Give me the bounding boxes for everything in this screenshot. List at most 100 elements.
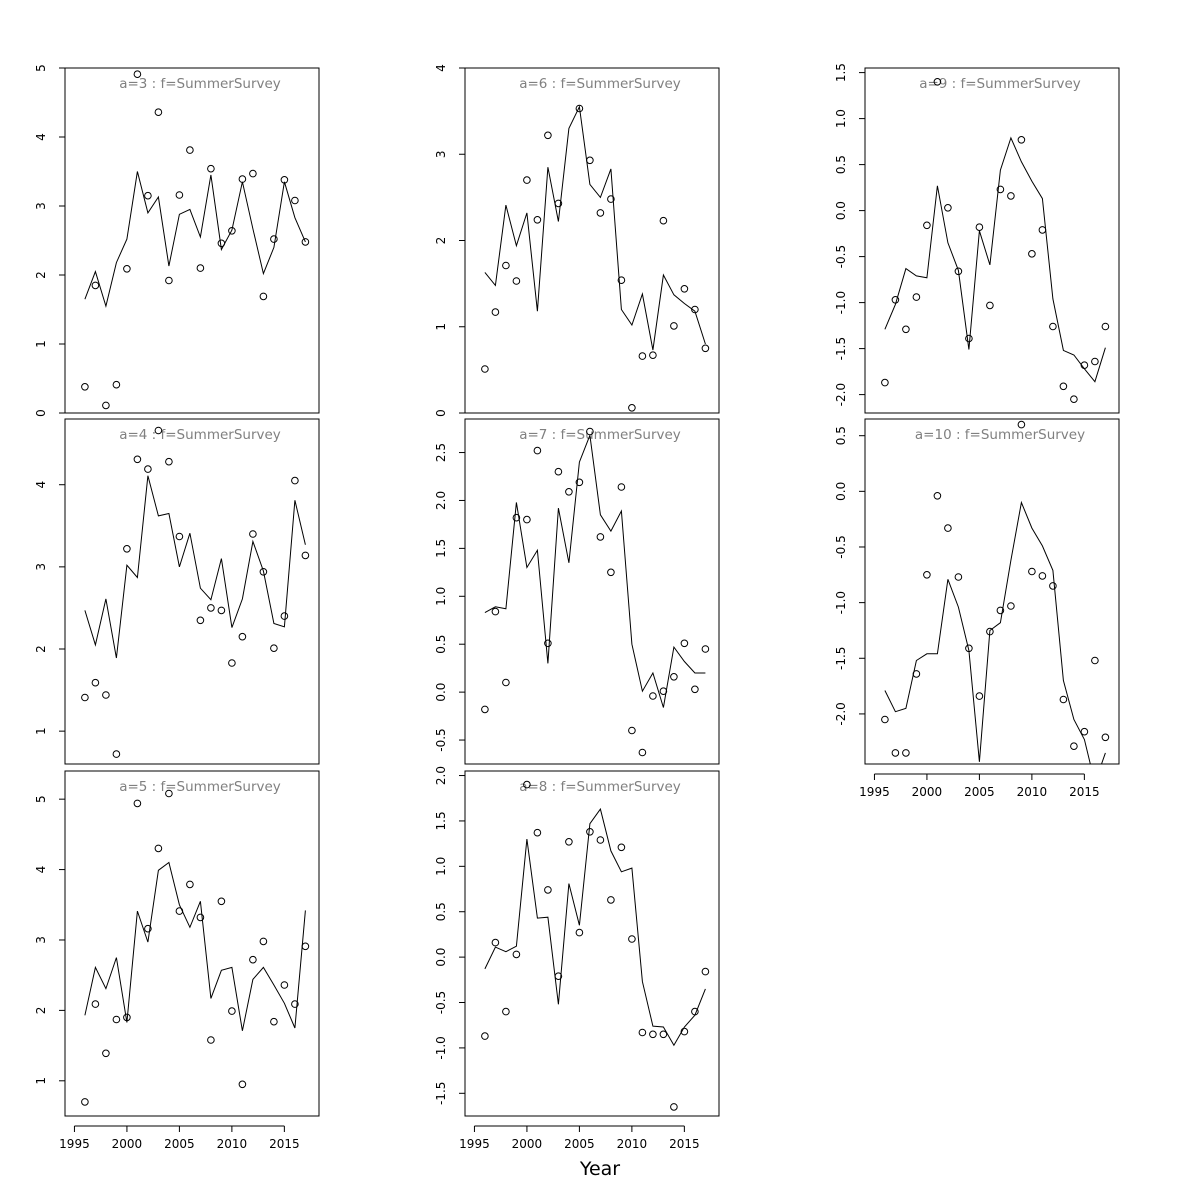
- data-point: [91, 1000, 100, 1008]
- data-point: [628, 404, 636, 412]
- data-point: [996, 606, 1005, 615]
- x-tick-label: 2010: [1017, 785, 1048, 799]
- data-point: [280, 612, 289, 620]
- data-point: [144, 465, 152, 473]
- data-point: [554, 467, 563, 476]
- data-point: [565, 838, 573, 846]
- data-point: [481, 365, 489, 373]
- data-point: [133, 70, 142, 78]
- data-point: [975, 223, 984, 231]
- panel-1: 0 1 2 3 4 a=6 : f=SummerSurvey: [434, 64, 720, 417]
- data-point: [165, 457, 173, 466]
- data-point: [259, 568, 268, 576]
- data-point: [91, 678, 100, 687]
- data-point: [1091, 656, 1099, 665]
- panel-plot-area: [481, 104, 710, 412]
- data-point: [523, 780, 531, 789]
- x-tick-label: 2015: [669, 1137, 700, 1151]
- data-point: [491, 308, 500, 316]
- panel-title: a=7 : f=SummerSurvey: [519, 427, 681, 443]
- y-tick-label: -0.5: [834, 535, 848, 558]
- data-point: [502, 1007, 510, 1016]
- data-point: [81, 693, 89, 702]
- data-point: [638, 352, 647, 360]
- data-point: [586, 828, 594, 836]
- fitted-line: [84, 861, 306, 1031]
- data-point: [596, 209, 605, 217]
- x-tick-label: 1995: [459, 1137, 490, 1151]
- data-point: [207, 1036, 215, 1044]
- data-point: [680, 1027, 689, 1036]
- y-tick-label: 1.5: [834, 63, 848, 82]
- data-point: [512, 950, 521, 959]
- data-point: [259, 292, 268, 301]
- data-point: [701, 344, 710, 353]
- panel-frame: [464, 418, 720, 765]
- data-point: [291, 476, 299, 485]
- data-point: [670, 1103, 678, 1111]
- y-tick-label: -1.5: [434, 1082, 448, 1105]
- data-point: [638, 1028, 647, 1037]
- data-point: [891, 749, 900, 757]
- data-point: [238, 175, 247, 183]
- data-point: [259, 937, 268, 946]
- y-tick-label: 2: [434, 237, 448, 245]
- data-point: [249, 530, 257, 538]
- data-point: [933, 78, 942, 86]
- y-tick-label: -1.5: [834, 337, 848, 360]
- data-point: [1091, 357, 1099, 366]
- data-point: [228, 659, 236, 667]
- data-point: [491, 607, 500, 616]
- data-point: [123, 265, 131, 273]
- data-point: [607, 896, 615, 904]
- data-point: [133, 799, 142, 808]
- data-point: [187, 407, 194, 414]
- x-tick-label: 2000: [512, 1137, 543, 1151]
- data-point: [512, 513, 521, 522]
- data-point: [701, 967, 710, 976]
- data-point: [1070, 395, 1078, 404]
- data-point: [207, 164, 215, 173]
- y-tick-label: 2.5: [434, 443, 448, 462]
- y-tick-label: 1.0: [434, 857, 448, 876]
- data-point: [701, 645, 710, 653]
- panel-title: a=10 : f=SummerSurvey: [915, 427, 1085, 443]
- data-point: [301, 238, 310, 246]
- data-point: [301, 551, 310, 560]
- data-point: [670, 673, 678, 681]
- data-point: [649, 1030, 657, 1039]
- y-tick-label: 1: [434, 323, 448, 331]
- panel-title: a=5 : f=SummerSurvey: [119, 779, 281, 795]
- data-point: [249, 169, 257, 178]
- data-point: [196, 264, 205, 272]
- data-point: [628, 726, 636, 735]
- fitted-line: [484, 435, 706, 708]
- panel-plot-area: [881, 78, 1110, 404]
- data-point: [659, 216, 668, 225]
- data-point: [596, 836, 605, 844]
- panel-title: a=8 : f=SummerSurvey: [519, 779, 681, 795]
- data-point: [1038, 226, 1047, 234]
- y-tick-label: 1.0: [834, 109, 848, 128]
- data-point: [533, 828, 542, 837]
- panel-title: a=3 : f=SummerSurvey: [119, 76, 281, 92]
- panel-frame: [64, 770, 320, 1117]
- y-tick-label: 3: [434, 150, 448, 158]
- data-point: [617, 276, 626, 285]
- y-tick-label: 0.5: [434, 635, 448, 654]
- data-point: [565, 488, 573, 496]
- panel-title: a=6 : f=SummerSurvey: [519, 76, 681, 92]
- y-tick-label: 1.5: [434, 539, 448, 558]
- y-tick-label: 0.0: [434, 683, 448, 702]
- data-point: [680, 285, 689, 293]
- panel-title: a=4 : f=SummerSurvey: [119, 427, 281, 443]
- data-point: [102, 401, 110, 410]
- data-point: [186, 146, 194, 154]
- data-point: [544, 639, 552, 648]
- y-tick-label: 1: [34, 1077, 48, 1085]
- data-point: [186, 880, 194, 889]
- data-point: [607, 195, 615, 203]
- y-tick-label: 0.0: [834, 201, 848, 220]
- data-point: [154, 426, 163, 435]
- y-tick-label: -1.5: [834, 647, 848, 670]
